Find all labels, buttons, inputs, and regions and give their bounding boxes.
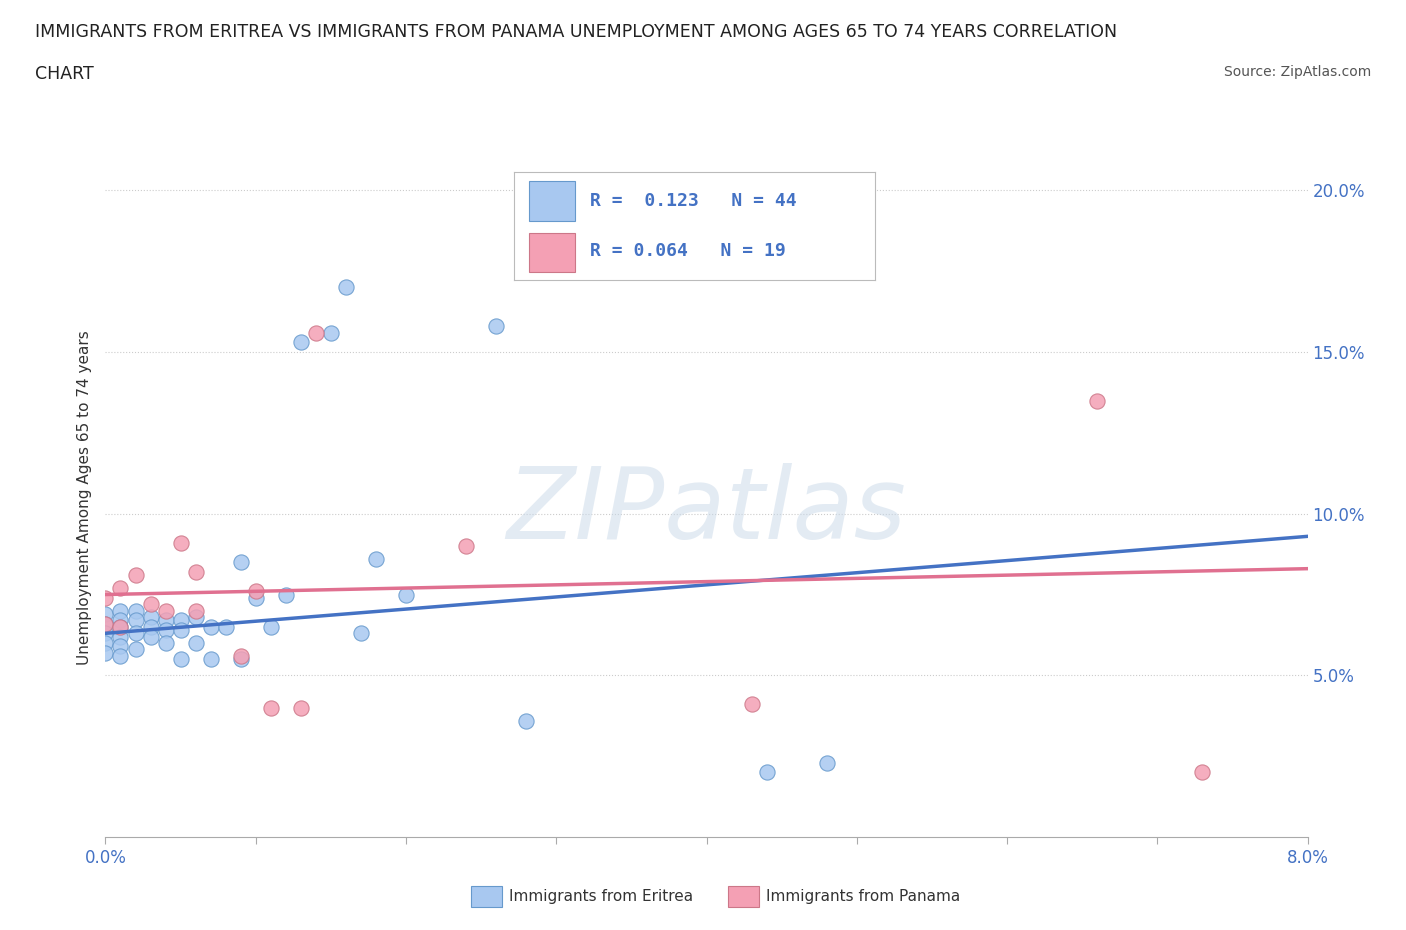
Point (184, 610, 207, 625)
Point (94, 617, 117, 631)
Point (110, 648, 132, 663)
Point (155, 635, 177, 650)
Point (94, 591, 117, 605)
Point (124, 626, 146, 641)
Point (364, 551, 387, 566)
Point (229, 555, 252, 570)
Point (94, 606, 117, 621)
Point (184, 635, 207, 650)
Point (200, 619, 222, 634)
Point (124, 642, 146, 657)
Point (155, 604, 177, 618)
Point (169, 536, 191, 551)
Point (1191, 764, 1213, 779)
Point (184, 604, 207, 618)
Point (245, 584, 267, 599)
Point (110, 639, 132, 654)
Point (94, 626, 117, 641)
Point (169, 652, 191, 667)
Y-axis label: Unemployment Among Ages 65 to 74 years: Unemployment Among Ages 65 to 74 years (77, 330, 93, 665)
Point (260, 619, 283, 634)
Point (335, 280, 357, 295)
Point (454, 538, 477, 553)
Point (290, 700, 312, 715)
Point (305, 326, 328, 340)
Point (155, 613, 177, 628)
Point (184, 565, 207, 579)
Point (110, 580, 132, 595)
Point (1085, 393, 1108, 408)
Point (515, 713, 537, 728)
Text: Immigrants from Panama: Immigrants from Panama (766, 889, 960, 904)
Point (139, 597, 162, 612)
Point (229, 648, 252, 663)
Text: ZIPatlas: ZIPatlas (506, 462, 907, 560)
Text: IMMIGRANTS FROM ERITREA VS IMMIGRANTS FROM PANAMA UNEMPLOYMENT AMONG AGES 65 TO : IMMIGRANTS FROM ERITREA VS IMMIGRANTS FR… (35, 23, 1118, 41)
Point (755, 764, 778, 779)
Point (200, 652, 222, 667)
Point (245, 591, 267, 605)
Point (124, 613, 146, 628)
Point (395, 587, 418, 602)
Point (110, 613, 132, 628)
Point (274, 587, 297, 602)
Point (110, 619, 132, 634)
Text: CHART: CHART (35, 65, 94, 83)
Point (94, 635, 117, 650)
Point (290, 335, 312, 350)
Point (124, 567, 146, 582)
Point (94, 617, 117, 631)
Point (94, 645, 117, 660)
Point (110, 629, 132, 644)
Point (139, 610, 162, 625)
Point (319, 326, 342, 340)
Text: Source: ZipAtlas.com: Source: ZipAtlas.com (1223, 65, 1371, 79)
Text: Immigrants from Eritrea: Immigrants from Eritrea (509, 889, 693, 904)
Point (139, 619, 162, 634)
Point (229, 652, 252, 667)
Point (110, 604, 132, 618)
Point (741, 697, 763, 711)
Point (214, 619, 236, 634)
Point (815, 755, 838, 770)
Point (124, 604, 146, 618)
Point (260, 700, 283, 715)
Point (110, 619, 132, 634)
Point (155, 623, 177, 638)
Point (350, 626, 373, 641)
Point (139, 629, 162, 644)
Point (169, 623, 191, 638)
Point (485, 319, 508, 334)
Point (169, 613, 191, 628)
